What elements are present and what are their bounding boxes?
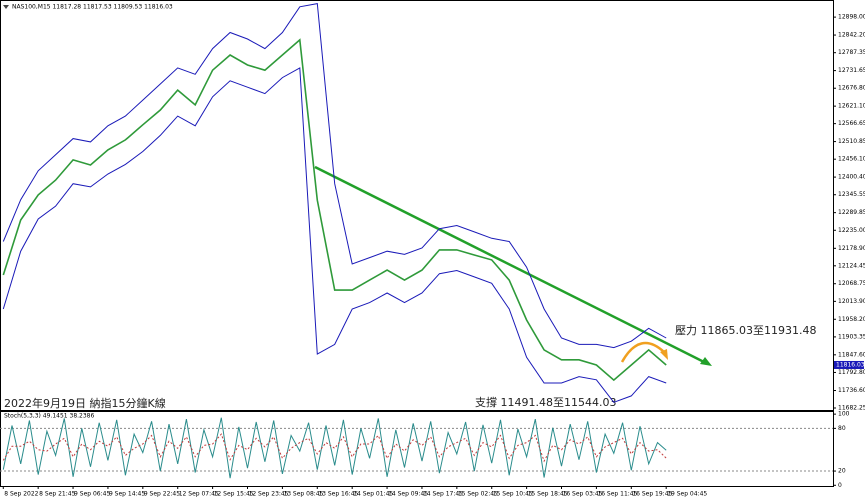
y-tick-label: 12178.90 [838, 245, 865, 252]
resistance-arc [620, 341, 665, 363]
x-tick-label: 9 Sep 14:45 [109, 491, 145, 498]
x-tick-label: 8 Sep 2022 [4, 491, 38, 498]
y-tick-label: 11958.20 [838, 316, 865, 323]
x-tick-label: 12 Sep 07:45 [179, 491, 219, 498]
plot-layer: 12898.00 12842.20 12787.35 12731.65 12676.80… [0, 3, 865, 498]
arc-arrow [660, 349, 668, 360]
x-tick-label: 9 Sep 22:45 [144, 491, 180, 498]
y-tick-label: 11736.60 [838, 387, 865, 394]
y-tick-label: 12124.45 [838, 262, 865, 269]
x-tick-label: 16 Sep 03:45 [563, 491, 603, 498]
y-tick-label: 12068.75 [838, 280, 865, 287]
y-tick-label: 12400.40 [838, 174, 865, 181]
y-tick-label: 11903.35 [838, 333, 865, 340]
y-tick-label: 12456.10 [838, 156, 865, 163]
y-tick-label: 12621.10 [838, 103, 865, 110]
x-tick-label: 9 Sep 06:45 [74, 491, 110, 498]
x-tick-label: 14 Sep 01:45 [353, 491, 393, 498]
y-tick-label: 11792.80 [838, 369, 865, 376]
x-tick-label: 13 Sep 08:45 [283, 491, 323, 498]
y-tick-label: 100 [838, 411, 850, 418]
y-tick-label: 12842.20 [838, 32, 865, 39]
current-price-box [834, 360, 864, 369]
x-tick-label: 12 Sep 23:45 [249, 491, 289, 498]
y-tick-label: 11847.60 [838, 351, 865, 358]
current-price-label: 11816.03 [836, 361, 865, 368]
y-tick-label: 0 [838, 482, 842, 489]
resistance-label: 壓力 11865.03至11931.48 [675, 324, 816, 337]
y-tick-label: 12345.55 [838, 191, 865, 198]
stoch-frame [0, 411, 834, 487]
menu-arrow [3, 5, 9, 9]
x-tick-label: 16 Sep 11:45 [597, 491, 637, 498]
series-line [2, 417, 667, 479]
x-tick-label: 14 Sep 17:45 [423, 491, 463, 498]
trend-arrow [700, 357, 712, 366]
y-tick-label: 12731.65 [838, 67, 865, 74]
y-tick-label: 12566.65 [838, 120, 865, 127]
x-tick-label: 15 Sep 02:45 [458, 491, 498, 498]
x-tick-label: 15 Sep 10:45 [493, 491, 533, 498]
y-tick-label: 12235.00 [838, 227, 865, 234]
y-tick-label: 12898.00 [838, 14, 865, 21]
y-tick-label: 12787.35 [838, 49, 865, 56]
trend-line [314, 165, 707, 365]
series-line [2, 433, 667, 463]
stoch-title: Stoch(5,3,3) 49.1451 38.2386 [4, 413, 95, 420]
x-tick-label: 13 Sep 16:45 [318, 491, 358, 498]
y-tick-label: 12676.80 [838, 85, 865, 92]
x-tick-label: 16 Sep 19:45 [632, 491, 672, 498]
y-tick-label: 11682.25 [838, 404, 865, 411]
series-line [2, 3, 667, 349]
x-tick-label: 15 Sep 18:45 [528, 491, 568, 498]
x-tick-label: 8 Sep 21:45 [39, 491, 75, 498]
x-tick-label: 14 Sep 09:45 [388, 491, 428, 498]
support-label: 支撐 11491.48至11544.03 [475, 395, 616, 409]
y-tick-label: 12013.90 [838, 298, 865, 305]
x-tick-label: 12 Sep 15:45 [214, 491, 254, 498]
chart-title: NAS100,M15 11817.28 11817.53 11809.53 11… [12, 4, 173, 11]
price-frame [0, 0, 834, 411]
y-tick-label: 12289.85 [838, 209, 865, 216]
series-line [2, 38, 667, 382]
series-line [2, 67, 667, 403]
y-tick-label: 20 [838, 468, 846, 475]
chart-caption: 2022年9月19日 納指15分鐘K線 [4, 396, 166, 410]
y-tick-label: 80 [838, 425, 846, 432]
y-tick-label: 12510.85 [838, 138, 865, 145]
x-tick-label: 19 Sep 04:45 [667, 491, 707, 498]
